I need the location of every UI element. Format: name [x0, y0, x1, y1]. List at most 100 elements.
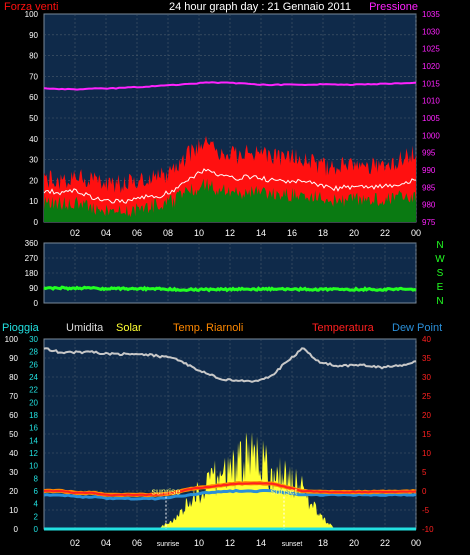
rain-y-tick: 28: [29, 348, 38, 357]
x-tick: 02: [70, 228, 80, 238]
pressure-y-tick: 985: [422, 183, 436, 192]
temperature-y-tick: 15: [422, 430, 431, 439]
temperature-y-tick: 10: [422, 449, 431, 458]
wind-y-tick: 40: [29, 135, 38, 144]
rain-y-tick: 14: [29, 436, 38, 445]
humidity-y-tick: 70: [9, 392, 18, 401]
wind-y-tick: 50: [29, 114, 38, 123]
temperature-y-tick: 5: [422, 468, 427, 477]
rain-y-tick: 26: [29, 360, 38, 369]
pressure-y-tick: 1030: [422, 27, 440, 36]
compass-label: S: [437, 268, 444, 279]
rain-y-tick: 24: [29, 373, 38, 382]
rain-y-tick: 8: [34, 474, 39, 483]
direction-y-tick: 0: [34, 299, 39, 308]
humidity-y-tick: 50: [9, 430, 18, 439]
pressure-y-tick: 1010: [422, 97, 440, 106]
temperature-y-tick: 30: [422, 373, 431, 382]
compass-label: N: [436, 240, 443, 251]
pressure-y-tick: 1035: [422, 10, 440, 19]
x-tick: 18: [318, 228, 328, 238]
humidity-y-tick: 60: [9, 411, 18, 420]
wind-series: [44, 135, 416, 222]
temperature-y-tick: 40: [422, 335, 431, 344]
rain-y-tick: 20: [29, 398, 38, 407]
solar-series: [44, 432, 416, 529]
rain-y-tick: 6: [34, 487, 39, 496]
temperature-y-tick: 25: [422, 392, 431, 401]
x-tick: 12: [225, 538, 235, 548]
direction-y-tick: 180: [25, 269, 39, 278]
rain-y-tick: 30: [29, 335, 38, 344]
temperature-y-tick: -10: [422, 525, 434, 534]
humidity-y-tick: 40: [9, 449, 18, 458]
compass-label: W: [435, 254, 445, 265]
humidity-y-tick: 20: [9, 487, 18, 496]
x-tick: 04: [101, 538, 111, 548]
x-tick: 14: [256, 538, 266, 548]
rain-y-tick: 22: [29, 386, 38, 395]
humidity-temperature-ticks: sunrise sunset010203040506070809010002468…: [5, 335, 434, 548]
wind-y-tick: 90: [29, 31, 38, 40]
pressure-y-tick: 1025: [422, 45, 440, 54]
chart-title: 24 hour graph day : 21 Gennaio 2011: [169, 1, 351, 13]
x-tick: 10: [194, 538, 204, 548]
wind-y-tick: 100: [25, 10, 39, 19]
humidity-series: [43, 347, 417, 383]
wind-y-tick: 10: [29, 197, 38, 206]
direction-y-tick: 90: [29, 284, 38, 293]
x-tick: 12: [225, 228, 235, 238]
temperature-y-tick: -5: [422, 506, 430, 515]
compass-label: E: [437, 282, 444, 293]
wind-pressure-ticks: 0102030405060708090100975980985990995100…: [25, 10, 441, 238]
x-tick: 14: [256, 228, 266, 238]
legend-pioggia: Pioggia: [2, 322, 40, 334]
pressure-y-tick: 1015: [422, 79, 440, 88]
humidity-temperature-panel: [43, 338, 417, 531]
compass-label: N: [436, 296, 443, 307]
humidity-y-tick: 80: [9, 373, 18, 382]
x-tick: 04: [101, 228, 111, 238]
wind-direction-panel: [43, 242, 417, 304]
wind-y-tick: 80: [29, 52, 38, 61]
pressure-y-tick: 995: [422, 149, 436, 158]
temperature-y-tick: 20: [422, 411, 431, 420]
legend-temp-riarnoli: Temp. Riarnoli: [173, 322, 243, 334]
wind-y-tick: 0: [34, 218, 39, 227]
x-tick: 00: [411, 538, 421, 548]
wind-average-series: [44, 178, 416, 222]
legend-dew-point: Dew Point: [392, 322, 442, 334]
rain-y-tick: 16: [29, 424, 38, 433]
wind-direction-series: [43, 285, 417, 293]
wind-y-tick: 70: [29, 72, 38, 81]
wind-y-tick: 20: [29, 176, 38, 185]
x-tick: 02: [70, 538, 80, 548]
direction-y-tick: 270: [25, 254, 39, 263]
wind-y-tick: 30: [29, 156, 38, 165]
wind-pressure-panel: [43, 13, 417, 223]
rain-y-tick: 10: [29, 462, 38, 471]
dew-point-series: [43, 488, 417, 501]
pressure-y-tick: 980: [422, 201, 436, 210]
x-tick: sunrise: [157, 541, 180, 548]
x-tick: sunset: [282, 541, 303, 548]
wind-mid-series: [43, 168, 417, 204]
wind-axis-title: Forza venti: [4, 1, 58, 13]
rain-y-tick: 2: [34, 512, 39, 521]
wind-y-tick: 60: [29, 93, 38, 102]
humidity-y-tick: 90: [9, 354, 18, 363]
temperature-y-tick: 0: [422, 487, 427, 496]
rain-y-tick: 4: [34, 500, 39, 509]
x-tick: 06: [132, 538, 142, 548]
rain-y-tick: 0: [34, 525, 39, 534]
x-tick: 20: [349, 228, 359, 238]
pressure-axis-title: Pressione: [369, 1, 418, 13]
temperature-y-tick: 35: [422, 354, 431, 363]
humidity-y-tick: 30: [9, 468, 18, 477]
pressure-series: [43, 81, 417, 91]
pressure-y-tick: 1000: [422, 131, 440, 140]
x-tick: 16: [287, 228, 297, 238]
x-tick: 00: [411, 228, 421, 238]
temperature-series: [44, 482, 417, 497]
